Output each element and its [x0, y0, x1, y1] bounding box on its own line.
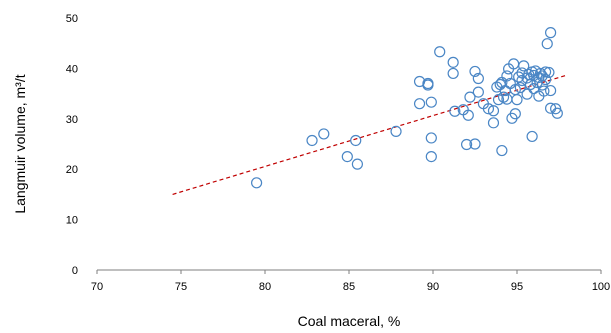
data-point	[509, 108, 521, 120]
data-point	[543, 66, 555, 79]
data-point	[482, 103, 495, 115]
data-point	[461, 138, 473, 151]
y-axis-title: Langmuir volume, m³/t	[12, 74, 28, 213]
x-tick-label: 80	[259, 281, 271, 293]
data-point	[501, 70, 513, 82]
y-tick-label: 40	[66, 63, 78, 75]
x-ticks: 70 75 80 85 90 95 100	[91, 270, 610, 293]
x-tick-label: 90	[427, 281, 439, 293]
data-point	[422, 77, 434, 90]
y-tick-label: 10	[66, 215, 78, 227]
data-point	[550, 103, 562, 115]
data-point	[251, 177, 263, 189]
data-point	[447, 67, 459, 80]
data-point	[514, 81, 526, 94]
data-point	[518, 60, 530, 72]
data-point	[541, 38, 553, 50]
data-point	[492, 94, 505, 106]
data-point	[528, 69, 540, 82]
y-ticks: 0 10 20 30 40 50	[66, 13, 78, 277]
x-tick-label: 95	[511, 281, 523, 293]
data-point	[487, 105, 500, 117]
y-tick-label: 20	[66, 164, 78, 176]
data-point	[539, 66, 552, 78]
data-point	[511, 94, 523, 106]
y-tick-label: 0	[72, 265, 78, 277]
data-point	[449, 105, 461, 117]
data-point	[526, 130, 538, 143]
data-points	[251, 27, 563, 189]
data-point	[390, 125, 402, 137]
data-point	[536, 79, 548, 91]
trendline	[172, 74, 568, 195]
data-point	[341, 151, 353, 163]
data-point	[413, 98, 426, 110]
x-tick-label: 100	[592, 281, 610, 293]
data-point	[350, 134, 362, 147]
x-tick-label: 85	[343, 281, 355, 293]
y-tick-label: 50	[66, 13, 78, 25]
data-point	[544, 27, 557, 39]
data-point	[425, 96, 437, 108]
trendline-segment	[172, 74, 568, 195]
y-tick-label: 30	[66, 114, 78, 126]
data-point	[464, 91, 476, 103]
data-point	[472, 72, 484, 85]
data-point	[551, 107, 563, 119]
data-point	[521, 88, 533, 100]
data-point	[544, 84, 557, 97]
data-point	[306, 134, 318, 147]
data-point	[496, 144, 508, 157]
data-point	[425, 151, 437, 163]
data-point	[425, 132, 437, 144]
data-point	[447, 56, 459, 68]
data-point	[513, 71, 525, 83]
data-point	[472, 86, 484, 98]
data-point	[536, 70, 548, 82]
data-point	[469, 138, 481, 150]
data-point	[487, 117, 500, 129]
data-point	[538, 85, 550, 97]
data-point	[318, 128, 330, 140]
data-point	[539, 73, 552, 86]
x-tick-label: 75	[175, 281, 187, 293]
data-point	[469, 65, 481, 78]
x-axis-title: Coal maceral, %	[298, 313, 401, 329]
data-point	[351, 158, 363, 170]
data-point	[434, 46, 446, 58]
x-tick-label: 70	[91, 281, 103, 293]
data-point	[462, 109, 474, 121]
